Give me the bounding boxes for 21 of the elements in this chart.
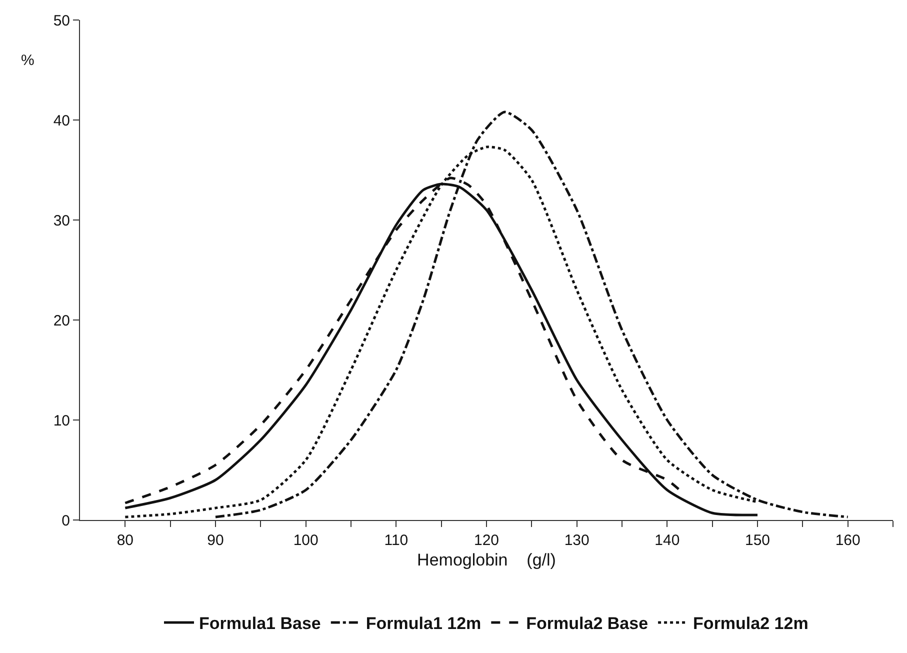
x-tick-label: 150: [744, 532, 770, 549]
x-tick-label: 100: [293, 532, 318, 549]
y-tick-label: 10: [53, 412, 70, 430]
x-tick-label: 130: [564, 532, 590, 549]
x-tick-label: 160: [835, 532, 860, 549]
y-tick-label: 20: [53, 312, 70, 330]
y-tick-label: 40: [53, 112, 70, 130]
legend-label: Formula2 Base: [526, 614, 648, 634]
x-tick-label: 120: [474, 532, 500, 549]
x-axis-title: Hemoglobin (g/l): [417, 550, 556, 570]
y-axis-title: %: [21, 52, 34, 69]
x-tick-label: 80: [116, 532, 134, 549]
x-tick-label: 110: [384, 532, 408, 549]
legend-label: Formula1 Base: [199, 614, 321, 634]
y-tick-label: 30: [53, 212, 70, 230]
x-tick-label: 90: [207, 532, 224, 549]
x-tick-label: 140: [654, 532, 680, 549]
legend-label: Formula1 12m: [366, 614, 482, 634]
y-tick-label: 0: [62, 512, 70, 530]
y-tick-label: 50: [53, 12, 70, 30]
legend-label: Formula2 12m: [693, 614, 808, 634]
